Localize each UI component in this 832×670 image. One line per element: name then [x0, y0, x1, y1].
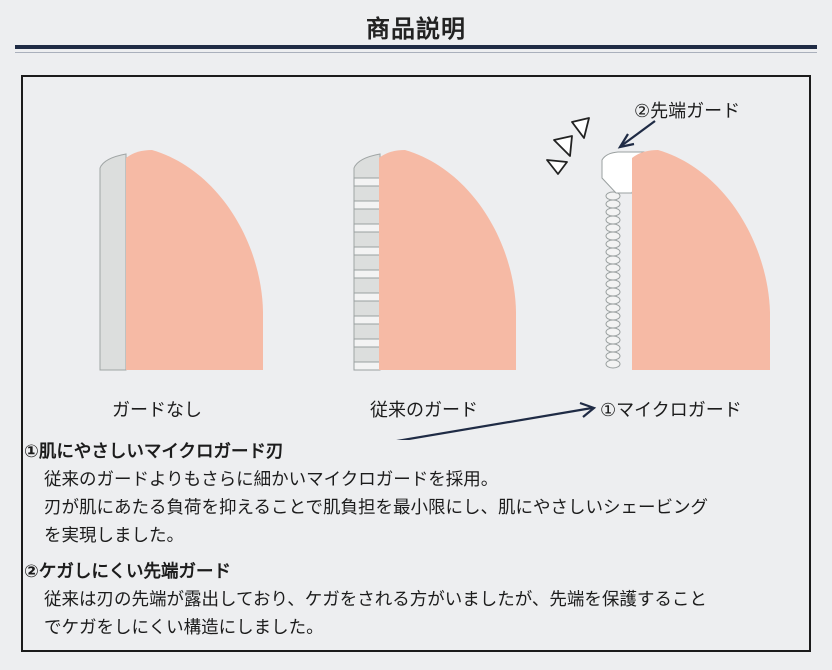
micro-guard-bump	[605, 303, 621, 313]
blade-no-guard	[99, 150, 263, 371]
micro-guard-bump	[605, 207, 621, 217]
feature-line: でケガをしにくい構造にしました。	[44, 618, 324, 638]
feature-line: 刃が肌にあたる負荷を抑えることで肌負担を最小限にし、肌にやさしいシェービング	[44, 498, 708, 518]
guard-tooth	[353, 200, 381, 210]
content-frame	[21, 75, 811, 652]
tip-guard-arrow	[617, 120, 656, 149]
blade-shape	[379, 150, 516, 370]
micro-guard-bump	[605, 343, 621, 353]
guard-tooth	[353, 223, 381, 233]
micro-guard-bump	[605, 279, 621, 289]
micro-guard-bump	[605, 359, 621, 369]
feature-micro-guard: ①肌にやさしいマイクロガード刃 従来のガードよりもさらに細かいマイクロガードを採…	[24, 438, 708, 550]
micro-guard-bump	[605, 311, 621, 321]
feature-line: を実現しました。	[44, 526, 184, 546]
micro-guard-bump	[605, 295, 621, 305]
blade-conventional-guard	[353, 150, 516, 371]
micro-guard-bump	[605, 199, 621, 209]
feature-line: 従来のガードよりもさらに細かいマイクロガードを採用。	[44, 470, 499, 490]
guard-tooth	[353, 246, 381, 256]
feature-line: 従来は刃の先端が露出しており、ケガをされる方がいましたが、先端を保護すること	[44, 590, 707, 610]
label-conventional-guard: 従来のガード	[370, 400, 478, 421]
plain-guard-strip	[99, 153, 127, 371]
blade-diagram	[99, 117, 770, 440]
feature-heading: ①肌にやさしいマイクロガード刃	[24, 442, 284, 462]
micro-guard-bump	[605, 319, 621, 329]
danger-wedge	[571, 117, 590, 139]
guard-tooth	[353, 269, 381, 279]
feature-tip-guard: ②ケガしにくい先端ガード 従来は刃の先端が露出しており、ケガをされる方がいました…	[24, 558, 707, 642]
page-title: 商品説明	[366, 15, 466, 43]
title-rule-thin	[15, 52, 817, 53]
label-micro-guard: ①マイクロガード	[600, 400, 742, 421]
guard-tooth	[353, 338, 381, 348]
micro-guard-arrow	[396, 401, 597, 440]
micro-guard-bump	[605, 271, 621, 281]
micro-guard-bump	[605, 215, 621, 225]
micro-guard-bump	[605, 287, 621, 297]
micro-guard-bump	[605, 247, 621, 257]
micro-guard-bump	[605, 263, 621, 273]
micro-guard-bump	[605, 231, 621, 241]
micro-guard-bumps	[605, 191, 621, 369]
blade-shape	[632, 150, 770, 370]
guard-tooth	[353, 177, 381, 187]
micro-guard-bump	[605, 327, 621, 337]
micro-guard-bump	[605, 335, 621, 345]
guard-tooth	[353, 315, 381, 325]
micro-guard-bump	[605, 239, 621, 249]
guard-tooth	[353, 292, 381, 302]
micro-guard-bump	[605, 255, 621, 265]
guard-tooth	[353, 361, 381, 371]
micro-guard-bump	[605, 223, 621, 233]
micro-guard-bump	[605, 351, 621, 361]
label-tip-guard: ②先端ガード	[634, 101, 741, 122]
danger-wedge	[553, 135, 573, 157]
title-rule	[15, 45, 817, 49]
blade-shape	[126, 150, 263, 370]
label-no-guard: ガードなし	[112, 400, 202, 421]
danger-wedge	[546, 159, 568, 175]
conventional-guard-teeth	[353, 177, 381, 371]
feature-heading: ②ケガしにくい先端ガード	[24, 562, 231, 582]
blade-micro-guard	[546, 117, 770, 370]
